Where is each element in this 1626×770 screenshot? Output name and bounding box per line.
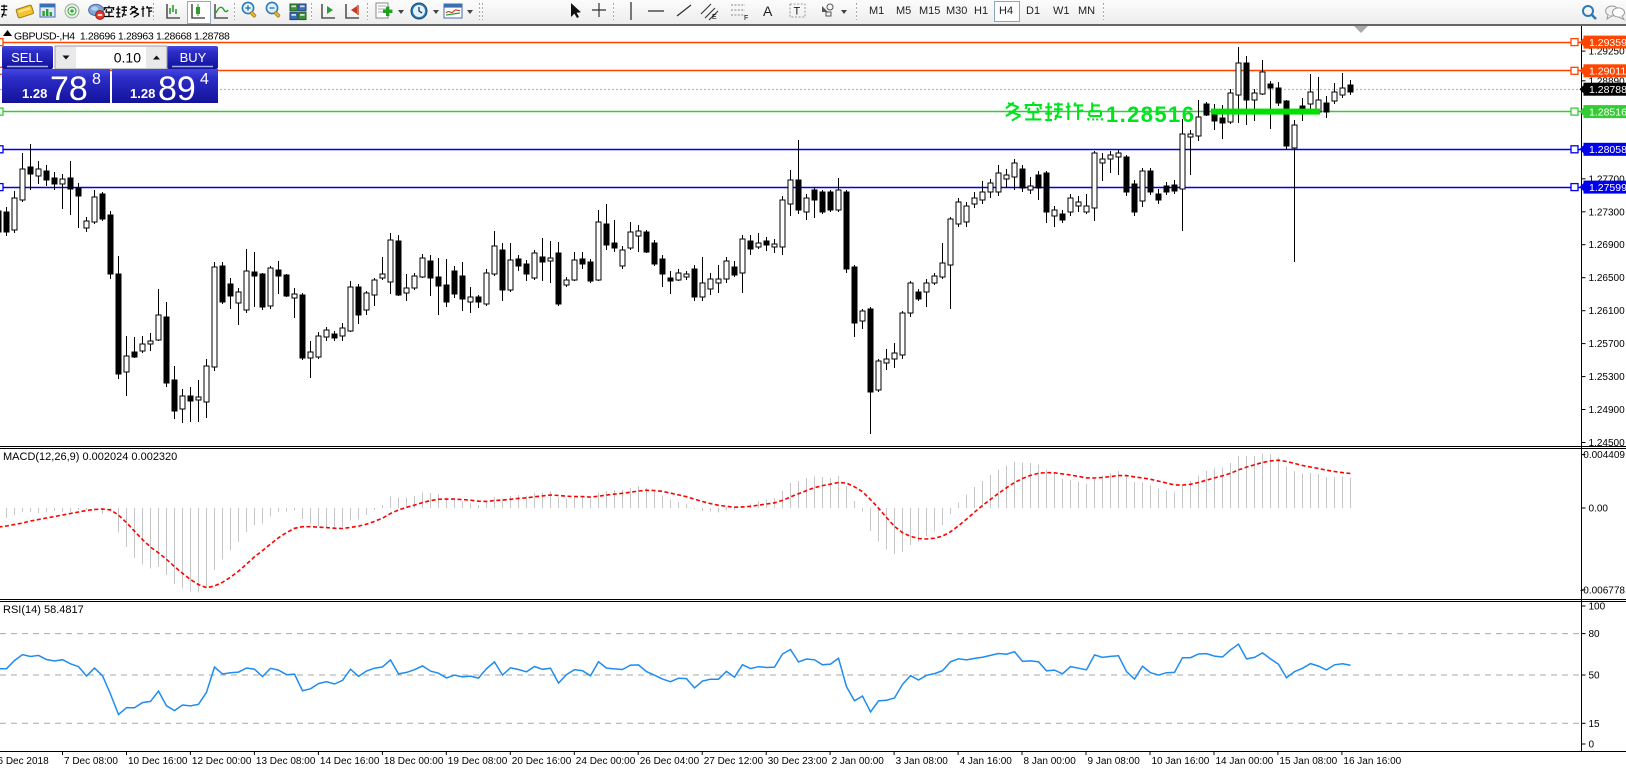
svg-text:1.29250: 1.29250	[1589, 47, 1626, 58]
svg-text:18 Dec 00:00: 18 Dec 00:00	[384, 756, 444, 767]
svg-text:T: T	[794, 6, 801, 18]
svg-text:1.28516: 1.28516	[1589, 106, 1626, 118]
svg-text:GBPUSD-,H4 1.28696 1.28963 1.: GBPUSD-,H4 1.28696 1.28963 1.28668 1.287…	[14, 31, 230, 43]
svg-text:1.28: 1.28	[22, 86, 47, 101]
svg-text:10 Jan 16:00: 10 Jan 16:00	[1152, 756, 1210, 767]
svg-text:BUY: BUY	[180, 50, 207, 65]
svg-text:2 Jan 00:00: 2 Jan 00:00	[832, 756, 885, 767]
svg-text:F: F	[744, 15, 748, 22]
svg-text:1.25300: 1.25300	[1589, 372, 1626, 383]
svg-text:1.28788: 1.28788	[1589, 84, 1626, 96]
svg-text:14 Jan 00:00: 14 Jan 00:00	[1216, 756, 1274, 767]
svg-text:1.28516: 1.28516	[1106, 102, 1195, 127]
svg-text:1.28: 1.28	[130, 86, 155, 101]
svg-text:-0.006778: -0.006778	[1580, 585, 1625, 596]
svg-text:15: 15	[1589, 719, 1601, 730]
svg-text:4: 4	[200, 71, 209, 88]
svg-text:0: 0	[1589, 740, 1595, 751]
svg-text:24 Dec 00:00: 24 Dec 00:00	[576, 756, 636, 767]
svg-text:20 Dec 16:00: 20 Dec 16:00	[512, 756, 572, 767]
svg-text:1.27700: 1.27700	[1589, 174, 1626, 185]
svg-text:0.00: 0.00	[1589, 504, 1609, 515]
svg-text:19 Dec 08:00: 19 Dec 08:00	[448, 756, 508, 767]
svg-text:E: E	[712, 14, 717, 21]
svg-text:3 Jan 08:00: 3 Jan 08:00	[896, 756, 949, 767]
svg-text:1.27599: 1.27599	[1589, 182, 1626, 194]
svg-text:1.26500: 1.26500	[1589, 273, 1626, 284]
svg-text:1.28058: 1.28058	[1589, 144, 1626, 156]
svg-text:1.24500: 1.24500	[1589, 438, 1626, 449]
svg-text:12 Dec 00:00: 12 Dec 00:00	[192, 756, 252, 767]
svg-text:9 Jan 08:00: 9 Jan 08:00	[1088, 756, 1141, 767]
svg-text:50: 50	[1589, 671, 1601, 682]
svg-text:1.28890: 1.28890	[1589, 76, 1626, 87]
svg-text:27 Dec 12:00: 27 Dec 12:00	[704, 756, 764, 767]
svg-text:78: 78	[50, 70, 88, 108]
svg-text:1.25700: 1.25700	[1589, 339, 1626, 350]
svg-text:1.26100: 1.26100	[1589, 306, 1626, 317]
svg-text:30 Dec 23:00: 30 Dec 23:00	[768, 756, 828, 767]
svg-text:13 Dec 08:00: 13 Dec 08:00	[256, 756, 316, 767]
svg-text:7 Dec 08:00: 7 Dec 08:00	[64, 756, 118, 767]
svg-text:0.004409: 0.004409	[1583, 450, 1625, 461]
svg-text:15 Jan 08:00: 15 Jan 08:00	[1279, 756, 1337, 767]
svg-text:16 Jan 16:00: 16 Jan 16:00	[1343, 756, 1401, 767]
svg-text:0.10: 0.10	[114, 50, 141, 66]
svg-text:1.26900: 1.26900	[1589, 240, 1626, 251]
svg-text:1.29359: 1.29359	[1589, 37, 1626, 49]
svg-text:1.27300: 1.27300	[1589, 207, 1626, 218]
svg-text:1.29011: 1.29011	[1589, 66, 1626, 78]
svg-text:10 Dec 16:00: 10 Dec 16:00	[128, 756, 188, 767]
svg-text:RSI(14) 58.4817: RSI(14) 58.4817	[3, 604, 84, 616]
svg-text:14 Dec 16:00: 14 Dec 16:00	[320, 756, 380, 767]
svg-text:4 Jan 16:00: 4 Jan 16:00	[960, 756, 1013, 767]
svg-text:89: 89	[158, 70, 196, 108]
svg-text:SELL: SELL	[11, 50, 43, 65]
svg-text:100: 100	[1589, 602, 1606, 613]
svg-text:80: 80	[1589, 629, 1601, 640]
svg-text:8 Jan 00:00: 8 Jan 00:00	[1024, 756, 1077, 767]
svg-text:8: 8	[92, 71, 101, 88]
svg-text:MACD(12,26,9) 0.002024 0.00232: MACD(12,26,9) 0.002024 0.002320	[3, 451, 177, 463]
svg-text:1.24900: 1.24900	[1589, 405, 1626, 416]
svg-text:6 Dec 2018: 6 Dec 2018	[0, 756, 49, 767]
svg-text:A: A	[763, 3, 773, 19]
svg-text:26 Dec 04:00: 26 Dec 04:00	[640, 756, 700, 767]
